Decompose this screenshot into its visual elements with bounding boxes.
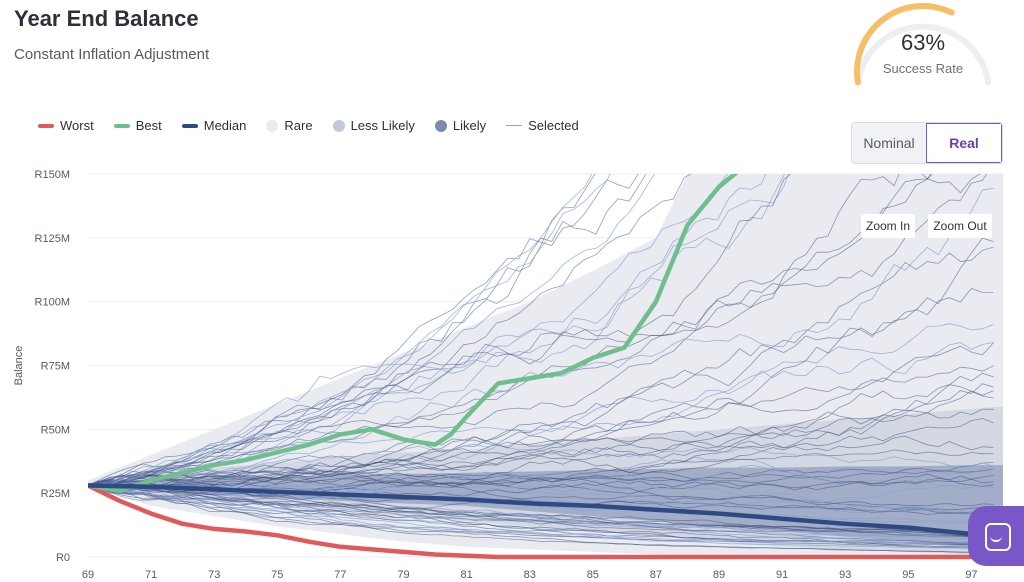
legend-likely-label: Likely <box>452 118 487 133</box>
page-title: Year End Balance <box>14 6 199 31</box>
scenario-line <box>88 372 994 493</box>
real-button[interactable]: Real <box>926 123 1002 163</box>
scenario-line <box>88 485 994 534</box>
legend-rare[interactable]: Rare <box>266 118 313 133</box>
legend-likely-swatch <box>434 119 447 132</box>
scenario-line <box>88 482 994 515</box>
x-tick-label: 93 <box>839 569 851 581</box>
success-rate-value: 63% <box>900 30 946 55</box>
scenario-line <box>88 365 994 486</box>
scenario-line <box>88 342 994 490</box>
legend-best-label: Best <box>135 118 162 133</box>
scenario-line <box>88 482 994 516</box>
legend-worst[interactable]: Worst <box>38 118 94 133</box>
x-tick-label: 79 <box>397 569 409 581</box>
scenario-line <box>88 485 994 554</box>
scenario-line <box>88 443 994 488</box>
x-tick-label: 97 <box>965 569 977 581</box>
scenario-line <box>88 485 994 545</box>
zoom-in-button[interactable]: Zoom In <box>861 214 915 238</box>
scenario-line <box>88 485 994 549</box>
scenario-line <box>88 174 785 486</box>
scenario-line <box>88 174 789 486</box>
zoom-out-button[interactable]: Zoom Out <box>928 214 992 238</box>
x-tick-label: 81 <box>460 569 472 581</box>
legend-less-likely-label: Less Likely <box>350 118 415 133</box>
scenario-line <box>88 473 994 495</box>
x-tick-label: 85 <box>587 569 599 581</box>
x-tick-label: 91 <box>776 569 788 581</box>
series-best <box>88 174 739 493</box>
y-tick-label: R125M <box>35 233 70 245</box>
scenario-line <box>88 174 932 486</box>
scenario-line <box>88 174 611 486</box>
y-tick-label: R75M <box>41 361 70 373</box>
scenario-line <box>88 342 994 489</box>
x-tick-label: 71 <box>145 569 157 581</box>
y-tick-label: R100M <box>35 297 70 309</box>
legend-worst-label: Worst <box>60 118 94 133</box>
y-axis-label: Balance <box>13 346 25 386</box>
legend-selected-label: Selected <box>528 118 579 133</box>
chart-legend: Worst Best Median Rare Less Likely Likel… <box>38 118 599 133</box>
legend-worst-swatch <box>38 123 54 128</box>
scenario-line <box>88 237 994 488</box>
x-tick-label: 69 <box>82 569 94 581</box>
legend-selected-swatch <box>506 125 523 126</box>
legend-median-label: Median <box>203 118 247 133</box>
page-subtitle: Constant Inflation Adjustment <box>14 46 210 63</box>
scenario-line <box>88 246 994 488</box>
legend-less-likely-swatch <box>332 119 345 132</box>
legend-best[interactable]: Best <box>113 118 162 133</box>
scenario-line <box>88 384 994 491</box>
legend-best-swatch <box>113 123 130 128</box>
x-tick-label: 89 <box>713 569 725 581</box>
x-tick-label: 87 <box>650 569 662 581</box>
y-tick-label: R50M <box>41 424 70 436</box>
x-tick-label: 77 <box>334 569 346 581</box>
legend-rare-label: Rare <box>284 118 313 133</box>
series-worst <box>88 483 1005 560</box>
nominal-real-toggle: Nominal Real <box>851 122 1003 164</box>
y-tick-label: R150M <box>35 169 70 181</box>
x-tick-label: 83 <box>524 569 536 581</box>
scenario-line <box>88 174 729 486</box>
x-tick-label: 95 <box>902 569 914 581</box>
chat-icon <box>985 523 1011 551</box>
legend-median[interactable]: Median <box>181 118 247 133</box>
chat-smile-icon <box>990 534 1002 542</box>
scenario-line <box>88 472 994 489</box>
legend-rare-swatch <box>266 119 279 132</box>
scenario-line <box>88 468 994 486</box>
scenario-line <box>88 485 994 548</box>
scenario-line <box>88 462 994 486</box>
gauge-track <box>854 23 992 86</box>
nominal-button[interactable]: Nominal <box>852 123 926 163</box>
legend-median-swatch <box>181 123 198 128</box>
y-tick-label: R25M <box>41 488 70 500</box>
y-tick-label: R0 <box>56 552 70 564</box>
legend-less-likely[interactable]: Less Likely <box>332 118 415 133</box>
legend-selected[interactable]: Selected <box>506 118 579 133</box>
scenario-line <box>88 174 656 486</box>
success-rate-gauge: 63% Success Rate <box>848 0 998 90</box>
scenario-line <box>88 485 994 540</box>
balance-chart: R0 R25M R50M R75M R100M R125M R150M 69 71 73 75 77 7… <box>13 169 1005 581</box>
scenario-line <box>88 383 994 488</box>
plot-area <box>88 174 1005 560</box>
legend-likely[interactable]: Likely <box>434 118 487 133</box>
x-tick-label: 73 <box>208 569 220 581</box>
scenario-line <box>88 484 994 545</box>
x-tick-label: 75 <box>271 569 283 581</box>
gauge-fill <box>854 3 955 86</box>
scenario-line <box>88 174 792 486</box>
scenario-line <box>88 174 981 486</box>
scenario-line <box>88 485 994 549</box>
gauge-arc <box>854 3 992 86</box>
success-rate-label: Success Rate <box>882 61 964 76</box>
chat-launcher-button[interactable] <box>968 506 1024 566</box>
series-median <box>88 483 1005 539</box>
scenario-line <box>88 174 639 486</box>
scenario-line <box>88 174 692 486</box>
